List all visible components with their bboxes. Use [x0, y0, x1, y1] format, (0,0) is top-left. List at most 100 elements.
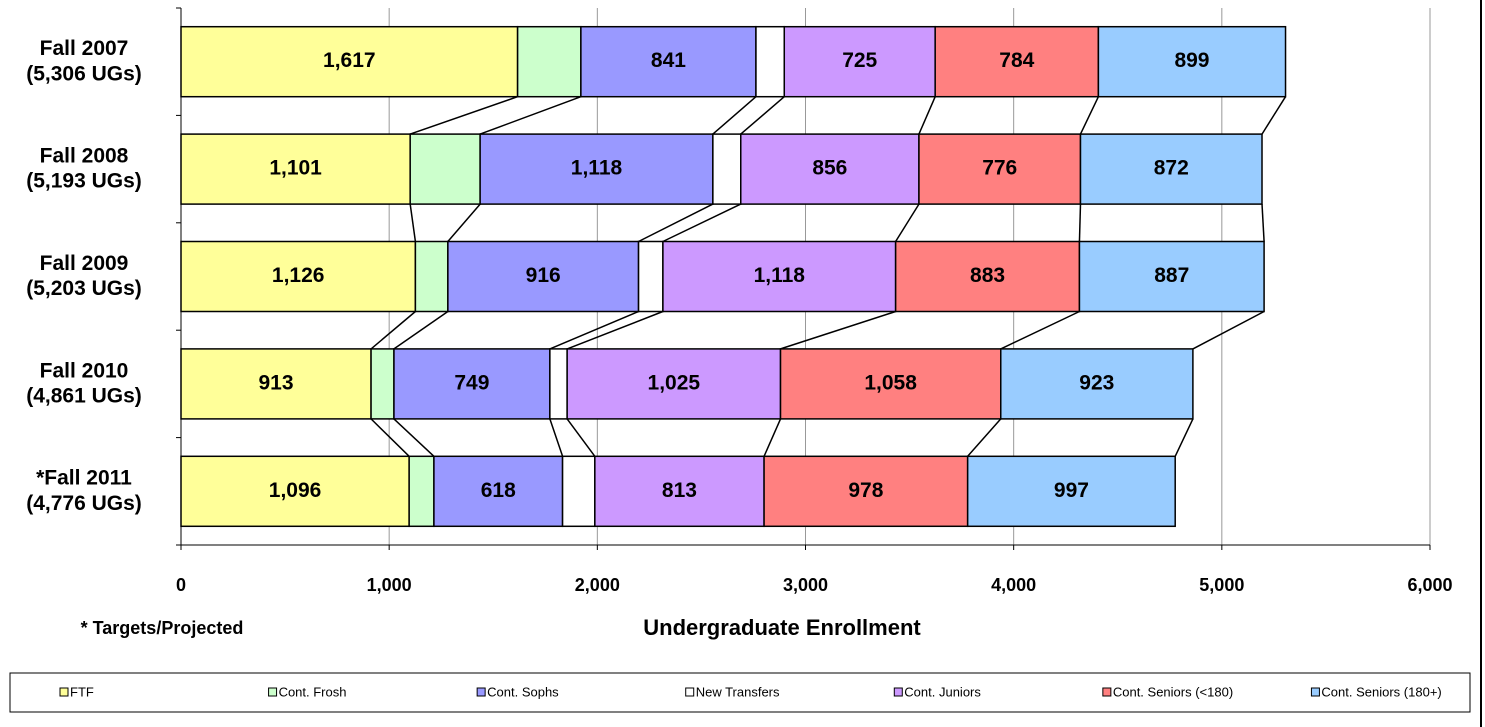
connector	[393, 310, 449, 350]
data-label: 1,126	[272, 264, 325, 287]
y-tick-label-line: (5,306 UGs)	[26, 62, 142, 85]
data-label: 1,118	[754, 264, 806, 287]
bar-segment	[712, 133, 742, 205]
bar-segment	[894, 240, 1081, 313]
bar-segment	[447, 240, 640, 313]
bar-segment	[740, 133, 920, 205]
data-label: 1,096	[269, 479, 322, 502]
y-tick-label-line: Fall 2009	[40, 251, 129, 274]
connector	[1078, 204, 1082, 242]
bar-segment	[180, 348, 372, 420]
connector	[566, 418, 596, 457]
connector	[1174, 418, 1194, 457]
legend-label: Cont. Seniors (180+)	[1321, 684, 1441, 699]
bar-segment	[180, 25, 519, 98]
y-tick-label-line: (5,203 UGs)	[26, 277, 142, 300]
bar-segment	[180, 240, 417, 313]
y-tick-label: Fall 2009 (5,203 UGs)	[26, 251, 142, 299]
connector	[894, 203, 920, 242]
connector	[662, 203, 742, 243]
legend-swatch	[1310, 687, 1320, 697]
y-tick-label: *Fall 2011 (4,776 UGs)	[26, 466, 142, 514]
connector	[447, 203, 481, 242]
annotation: * Targets/Projected	[81, 618, 244, 638]
connector	[740, 96, 785, 135]
legend-label: Cont. Frosh	[279, 684, 347, 699]
data-label: 1,118	[571, 157, 623, 180]
bar-segment	[783, 25, 936, 98]
bar-segment	[594, 455, 765, 528]
data-label: 1,025	[648, 371, 701, 394]
x-tick-label: 5,000	[1199, 575, 1244, 595]
y-tick-label-line: (4,861 UGs)	[26, 384, 142, 407]
legend-swatch	[1102, 687, 1112, 697]
bar-segment	[561, 455, 596, 528]
connector	[763, 418, 782, 457]
data-label: 784	[999, 49, 1034, 72]
x-tick-label: 6,000	[1407, 575, 1452, 595]
bar-segment	[409, 133, 481, 205]
bar-segment	[1078, 240, 1265, 313]
legend-swatch	[893, 687, 903, 697]
connector	[549, 310, 639, 350]
bar-segment	[180, 133, 411, 205]
y-tick-label-line: Fall 2008	[40, 144, 129, 167]
bar-segment	[779, 348, 1002, 420]
legend-box	[9, 672, 1471, 713]
data-label: 916	[526, 264, 561, 287]
data-label: 913	[259, 371, 294, 394]
connector	[918, 96, 936, 135]
data-label: 813	[662, 479, 697, 502]
data-label: 978	[848, 479, 883, 502]
data-label: 1,617	[323, 49, 376, 72]
bar-segment	[1079, 133, 1263, 205]
data-label: 725	[842, 49, 877, 72]
connector	[1000, 310, 1080, 350]
bar-segment	[637, 240, 664, 313]
x-tick-label: 0	[176, 575, 186, 595]
bar-segment	[755, 25, 786, 98]
bar-segment	[580, 25, 757, 98]
legend-swatch	[685, 687, 695, 697]
data-label: 887	[1154, 264, 1189, 287]
x-tick-label: 3,000	[783, 575, 828, 595]
legend-label: New Transfers	[696, 684, 780, 699]
bar-segment	[763, 455, 969, 528]
bar-segment	[1097, 25, 1287, 98]
y-tick-label-line: Fall 2007	[40, 37, 129, 60]
x-tick-label: 4,000	[991, 575, 1036, 595]
data-label: 776	[982, 157, 1017, 180]
data-label: 841	[651, 49, 686, 72]
data-label: 899	[1174, 49, 1209, 72]
data-label: 749	[454, 371, 489, 394]
bar-segment	[549, 348, 568, 420]
bar-segment	[918, 133, 1082, 205]
connector	[638, 203, 714, 243]
data-label: 997	[1054, 479, 1089, 502]
bar-segment	[1000, 348, 1194, 420]
y-tick-label-line: (4,776 UGs)	[26, 491, 142, 514]
data-label: 1,101	[269, 157, 322, 180]
data-label: 856	[812, 157, 847, 180]
y-tick-label: Fall 2008 (5,193 UGs)	[26, 144, 142, 192]
legend-swatch	[59, 687, 69, 697]
connector	[409, 203, 417, 242]
connector	[566, 310, 664, 350]
connector	[370, 310, 416, 350]
connector	[370, 418, 410, 457]
bar-segment	[934, 25, 1100, 98]
x-tick-label: 1,000	[367, 575, 412, 595]
connector	[1261, 96, 1287, 135]
bar-segment	[414, 240, 449, 313]
connector	[1261, 204, 1265, 242]
bar-segment	[370, 348, 395, 420]
x-axis-label: Undergraduate Enrollment	[643, 615, 921, 640]
bar-segment	[393, 348, 551, 420]
bar-segment	[479, 133, 714, 205]
connector	[409, 95, 518, 135]
legend-label: FTF	[70, 684, 94, 699]
data-label: 923	[1079, 371, 1114, 394]
connector	[479, 95, 582, 135]
data-label: 883	[970, 264, 1005, 287]
